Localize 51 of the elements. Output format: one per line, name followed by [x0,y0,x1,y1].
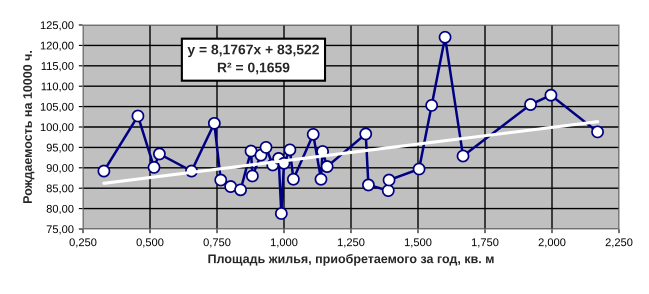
y-tick-label: 120,00 [40,42,74,51]
x-tick-label: 1,750 [472,238,498,248]
point [148,161,160,174]
y-tick-label: 80,00 [46,204,74,214]
y-tick-label: 95,00 [46,144,74,153]
y-tick-label: 75,00 [46,225,74,234]
point [244,144,258,158]
point [456,150,470,162]
point [234,183,247,196]
point [260,141,272,154]
point [359,128,372,140]
x-tick-label: 0,250 [70,238,96,248]
y-tick-label: 100,00 [40,123,74,132]
point [362,178,375,192]
point [284,143,296,156]
y-tick-label: 105,00 [40,102,74,112]
y-tick-label: 125,00 [40,21,74,30]
point [524,98,537,111]
y-tick-label: 115,00 [42,62,74,72]
x-tick-label: 0,750 [204,238,230,248]
annotation: y = 8,1767x + 83,522 R² = 0,1659 [188,44,319,74]
point [382,174,396,186]
point [98,164,110,178]
x-axis-title: Площадь жилья, приобретаемого за год, кв. м [208,254,494,266]
point [438,30,452,44]
y-tick-label: 90,00 [46,164,74,174]
point [314,172,328,186]
x-tick-label: 1,500 [404,238,432,248]
point [382,184,395,198]
point [274,207,288,220]
point [544,88,558,102]
point [412,162,426,176]
x-tick-label: 0,500 [136,238,164,248]
point [246,170,259,182]
point [286,172,300,186]
point [214,174,228,186]
point [208,116,221,130]
point [425,98,438,112]
x-tick-label: 2,250 [606,238,632,248]
point [306,128,320,141]
y-tick-label: 110,00 [42,82,74,92]
x-tick-label: 1,250 [338,238,364,248]
x-tick-label: 1,000 [270,238,298,248]
y-axis-title: Рождаемость на 10000 ч. [23,50,34,204]
point [224,180,238,193]
point [132,110,144,122]
y-tick-label: 85,00 [46,184,74,194]
point [152,148,166,160]
point [591,126,604,138]
point [320,160,334,173]
x-tick-label: 2,000 [538,238,566,248]
